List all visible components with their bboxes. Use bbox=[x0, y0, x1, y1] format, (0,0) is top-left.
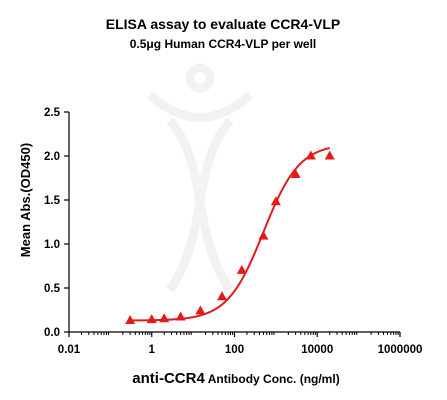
y-tick-label: 0.5 bbox=[44, 283, 61, 295]
x-axis: 0.01 1 100 10000 1000000 bbox=[58, 331, 423, 356]
x-axis-label: anti-CCR4 Antibody Conc. (ng/ml) bbox=[132, 370, 339, 387]
watermark-strand-b bbox=[166, 117, 234, 293]
data-point bbox=[236, 264, 247, 274]
data-point bbox=[159, 313, 170, 323]
y-tick-label: 2.5 bbox=[44, 107, 61, 119]
chart-subtitle: 0.5μg Human CCR4-VLP per well bbox=[130, 37, 317, 51]
x-tick-label: 100 bbox=[225, 344, 244, 356]
x-axis-label-rest: Antibody Conc. (ng/ml) bbox=[205, 372, 340, 386]
y-axis: 0.0 0.5 1.0 1.5 2.0 2.5 bbox=[44, 107, 70, 339]
fit-curve-layer bbox=[130, 147, 330, 322]
data-point bbox=[125, 315, 136, 325]
watermark-circle bbox=[185, 63, 215, 93]
data-point bbox=[175, 311, 186, 321]
x-axis-label-main: anti-CCR4 bbox=[132, 370, 205, 387]
y-tick-label: 1.5 bbox=[44, 195, 61, 207]
fit-curve bbox=[130, 147, 330, 322]
y-tick-label: 2.0 bbox=[44, 151, 60, 163]
data-point bbox=[290, 168, 301, 178]
data-point bbox=[324, 150, 335, 160]
watermark-arc bbox=[146, 91, 254, 122]
data-point bbox=[146, 314, 157, 324]
data-point bbox=[195, 305, 206, 315]
y-tick-label: 0.0 bbox=[44, 327, 60, 339]
data-point bbox=[305, 150, 316, 160]
x-tick-label: 10000 bbox=[301, 344, 333, 356]
data-point bbox=[270, 196, 281, 206]
watermark-logo bbox=[146, 63, 254, 293]
x-tick-label: 0.01 bbox=[58, 344, 81, 356]
x-tick-label: 1 bbox=[149, 344, 156, 356]
data-point bbox=[258, 230, 269, 240]
y-axis-label: Mean Abs.(OD450) bbox=[18, 143, 33, 257]
chart-title: ELISA assay to evaluate CCR4-VLP bbox=[106, 16, 340, 32]
y-tick-label: 1.0 bbox=[44, 239, 60, 251]
x-tick-label: 1000000 bbox=[378, 344, 423, 356]
watermark-strand-a bbox=[166, 117, 234, 293]
data-points-layer bbox=[125, 150, 335, 325]
data-point bbox=[217, 291, 228, 301]
